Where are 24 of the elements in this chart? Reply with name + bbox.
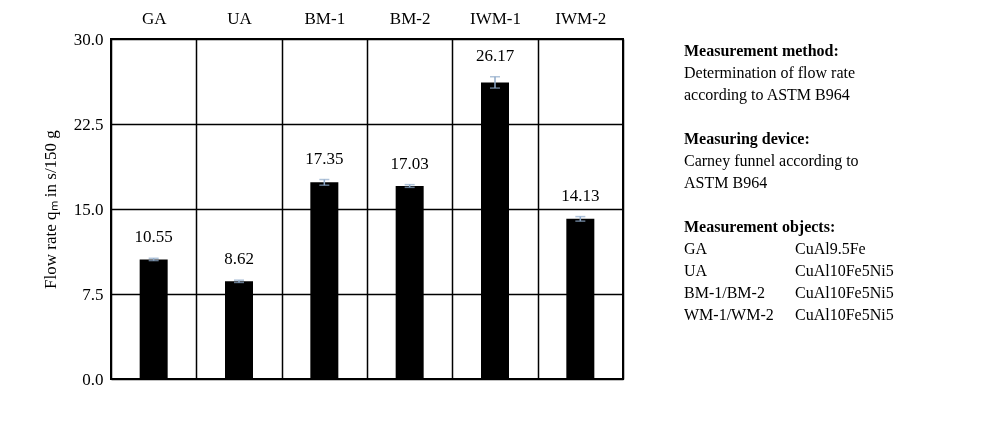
text: Measurement objects: (684, 218, 836, 236)
y-tick-label: 30.0 (73, 29, 104, 49)
x-tick-label: IWM-1 (470, 8, 521, 28)
text: Determination of flow rate according to ASTM B964 (684, 64, 856, 104)
data-label: 10.55 (134, 227, 173, 247)
text: Carney funnel according to ASTM B964 (684, 152, 859, 191)
y-tick-label: 0.0 (82, 369, 104, 389)
x-tick-label: BM-2 (389, 8, 431, 28)
data-label: 17.35 (305, 148, 344, 168)
x-tick-label: UA (227, 8, 253, 28)
y-tick-label: 15.0 (73, 199, 104, 219)
data-label: 8.62 (224, 249, 254, 269)
text: Measurement method: (684, 42, 839, 59)
text: Measuring device: (684, 130, 810, 148)
x-tick-label: BM-1 (304, 8, 346, 28)
y-tick-label: 7.5 (82, 284, 104, 304)
x-tick-label: GA (141, 8, 168, 28)
data-label: 26.17 (475, 45, 515, 65)
data-label: 17.03 (390, 153, 429, 173)
text: GA CuAl9.5Fe UA CuAl10Fe5Ni5 BM-1/BM-2 CuAl10Fe5Ni5 WM-1/WM-2 CuAl10Fe5Ni5 (684, 240, 894, 323)
y-axis-title: Flow rate qₘ in s/150 g (40, 129, 60, 289)
y-tick-label: 22.5 (73, 114, 104, 134)
x-tick-label: IWM-2 (555, 8, 607, 28)
data-label: 14.13 (561, 185, 600, 205)
